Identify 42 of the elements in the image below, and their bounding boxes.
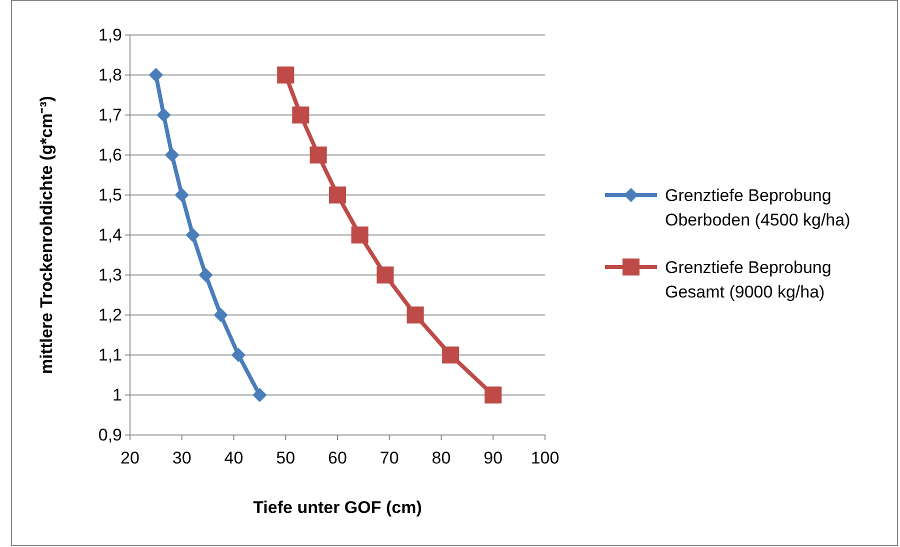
x-tick-label: 50 bbox=[276, 448, 296, 468]
point bbox=[292, 106, 310, 124]
point bbox=[156, 108, 171, 122]
y-tick-label: 1,9 bbox=[98, 25, 122, 44]
y-tick-label: 1,8 bbox=[98, 65, 122, 84]
point bbox=[148, 68, 164, 82]
point bbox=[351, 226, 368, 244]
point bbox=[442, 346, 460, 364]
point bbox=[277, 66, 294, 84]
point bbox=[164, 148, 180, 162]
point bbox=[231, 348, 246, 362]
y-tick-label: 1,2 bbox=[98, 305, 122, 324]
point bbox=[198, 268, 213, 282]
x-tick-label: 20 bbox=[120, 448, 140, 468]
legend-label: Grenztiefe Beprobung Gesamt (9000 kg/ha) bbox=[665, 258, 832, 302]
x-axis-title: Tiefe unter GOF (cm) bbox=[253, 498, 422, 517]
y-tick-label: 1,6 bbox=[98, 145, 122, 164]
point bbox=[310, 146, 327, 164]
y-tick-label: 1,7 bbox=[98, 105, 122, 124]
y-tick-label: 1,3 bbox=[98, 265, 122, 284]
x-tick-label: 40 bbox=[224, 448, 244, 468]
x-tick-label: 70 bbox=[380, 448, 399, 468]
point bbox=[484, 386, 502, 404]
y-tick-label: 1,1 bbox=[98, 345, 122, 364]
point bbox=[214, 308, 228, 322]
x-tick-label: 100 bbox=[530, 448, 560, 468]
point bbox=[328, 186, 346, 204]
legend-label: Grenztiefe Beprobung Oberboden (4500 kg/ha) bbox=[665, 186, 850, 230]
point bbox=[376, 266, 394, 284]
x-tick-label: 90 bbox=[484, 448, 503, 468]
point bbox=[406, 306, 424, 324]
x-tick-label: 30 bbox=[172, 448, 192, 468]
y-tick-label: 0,9 bbox=[98, 425, 122, 444]
x-tick-label: 60 bbox=[328, 448, 347, 468]
point bbox=[174, 188, 190, 202]
y-tick-label: 1,5 bbox=[98, 185, 122, 204]
y-tick-label: 1 bbox=[112, 385, 122, 404]
point bbox=[186, 228, 200, 242]
x-tick-label: 80 bbox=[432, 448, 451, 468]
y-axis-title: mittlere Trockenrohdichte (g*cm⁻³) bbox=[37, 96, 56, 374]
point bbox=[252, 388, 267, 402]
y-tick-label: 1,4 bbox=[98, 225, 122, 244]
